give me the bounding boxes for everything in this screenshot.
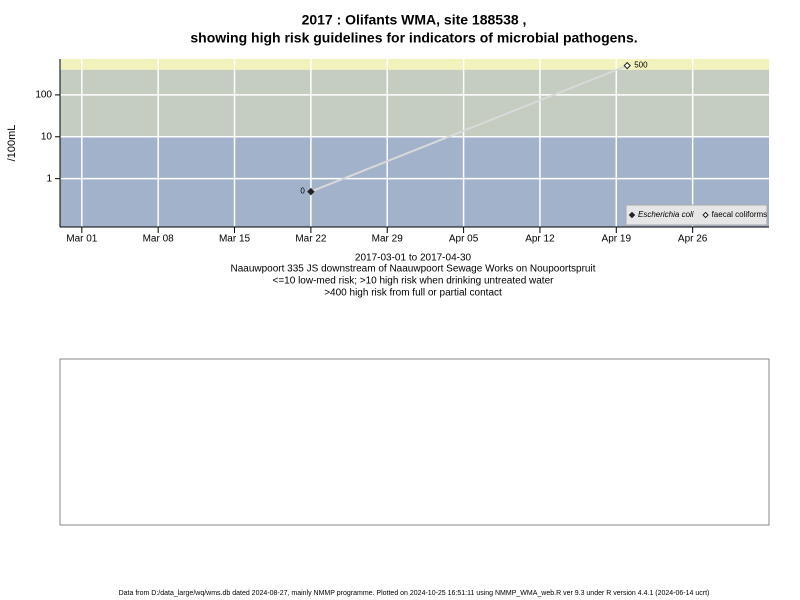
legend-label: Escherichia coli xyxy=(638,210,694,219)
line xyxy=(310,64,628,193)
x-tick-label: Mar 29 xyxy=(372,234,404,245)
chart-title: 2017 : Olifants WMA, site 188538 , xyxy=(302,12,527,28)
y-tick-label: 10 xyxy=(41,131,53,142)
y-axis-label: /100mL xyxy=(6,125,18,162)
data-label: 500 xyxy=(634,61,648,70)
risk-band xyxy=(60,59,769,70)
x-tick-label: Apr 12 xyxy=(525,234,555,245)
note: <=10 low-med risk; >10 high risk when dr… xyxy=(273,276,555,287)
x-tick-label: Mar 22 xyxy=(295,234,327,245)
y-tick-label: 100 xyxy=(35,90,52,101)
legend-label: faecal coliforms xyxy=(712,210,768,219)
x-tick-label: Apr 19 xyxy=(602,234,632,245)
chart-title: showing high risk guidelines for indicat… xyxy=(190,30,637,46)
point xyxy=(307,187,315,196)
risk-band xyxy=(60,69,769,137)
legend-marker xyxy=(628,211,636,219)
legend-marker xyxy=(702,211,709,219)
x-tick-label: Mar 15 xyxy=(219,234,251,245)
x-tick-label: Apr 26 xyxy=(678,234,708,245)
y-tick-label: 1 xyxy=(46,173,52,184)
x-tick-label: Apr 05 xyxy=(449,234,479,245)
footer: Data from D:/data_large/wq/wms.db dated … xyxy=(119,590,710,597)
note: >400 high risk from full or partial cont… xyxy=(324,288,502,299)
x-tick-label: Mar 08 xyxy=(143,234,175,245)
legend-box xyxy=(625,204,768,226)
point xyxy=(623,61,631,70)
x-tick-label: Mar 01 xyxy=(66,234,98,245)
note: 2017-03-01 to 2017-04-30 xyxy=(355,253,472,264)
data-label: 0 xyxy=(300,187,305,196)
note: Naauwpoort 335 JS downstream of Naauwpoo… xyxy=(230,264,595,275)
empty-panel xyxy=(59,358,770,526)
